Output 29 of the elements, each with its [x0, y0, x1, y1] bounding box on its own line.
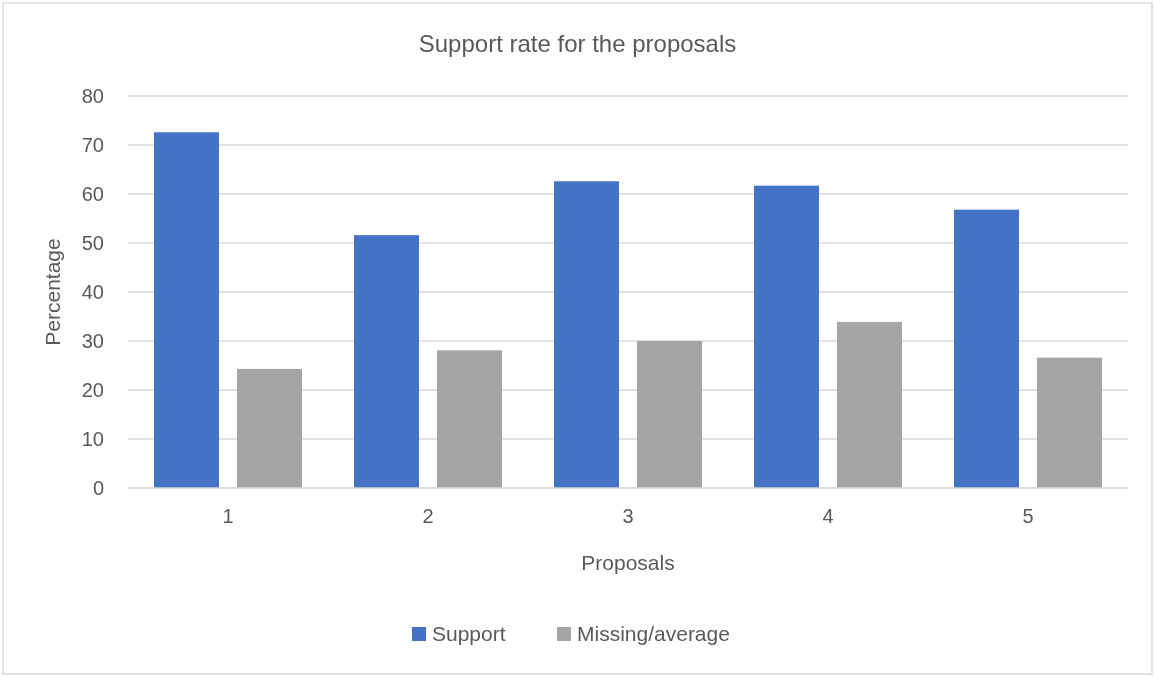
- y-tick-label: 60: [81, 183, 104, 205]
- y-tick-label: 50: [81, 232, 104, 254]
- x-axis-title: Proposals: [581, 551, 675, 574]
- bar: [437, 350, 502, 488]
- x-tick-label: 3: [622, 505, 634, 527]
- y-axis-title: Percentage: [41, 238, 64, 346]
- bar: [354, 235, 419, 488]
- bar: [837, 321, 902, 488]
- legend-label: Support: [432, 622, 506, 645]
- y-tick-label: 70: [81, 134, 104, 156]
- y-tick-label: 20: [81, 379, 104, 401]
- y-tick-label: 10: [81, 428, 104, 450]
- x-tick-label: 1: [222, 505, 234, 527]
- bar: [954, 209, 1019, 488]
- y-tick-label: 30: [81, 330, 104, 352]
- bar: [637, 341, 702, 488]
- y-tick-label: 40: [81, 281, 104, 303]
- bar: [154, 132, 219, 488]
- y-tick-label: 80: [81, 85, 104, 107]
- x-tick-label: 5: [1022, 505, 1034, 527]
- chart-title: Support rate for the proposals: [418, 30, 737, 57]
- legend-label: Missing/average: [577, 622, 730, 645]
- bar: [554, 181, 619, 488]
- x-tick-label: 2: [422, 505, 434, 527]
- bar: [237, 368, 302, 488]
- y-tick-label: 0: [92, 477, 104, 499]
- bar: [754, 185, 819, 488]
- bar: [1037, 357, 1102, 488]
- x-tick-label: 4: [822, 505, 834, 527]
